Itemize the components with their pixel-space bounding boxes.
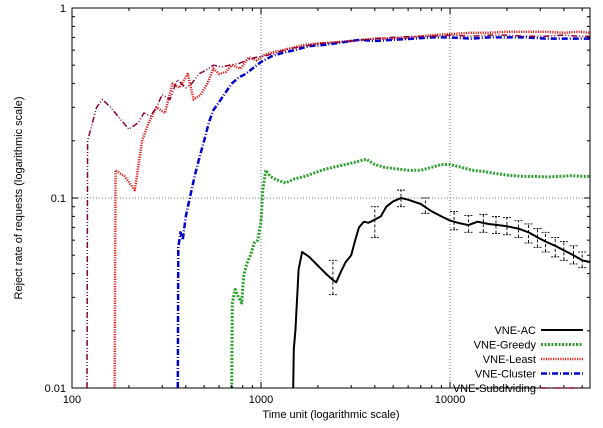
series-line-vne-subdividing: [86, 34, 590, 389]
x-axis-label: Time unit (logarithmic scale): [262, 409, 399, 421]
y-axis-label: Reject rate of requests (logarithmic sca…: [13, 97, 25, 300]
x-tick-label: 10000: [435, 394, 466, 406]
y-tick-label: 0.01: [45, 383, 66, 395]
legend-label-vne-least: VNE-Least: [483, 354, 536, 366]
legend-label-vne-cluster: VNE-Cluster: [475, 369, 536, 381]
axis-ticks: 100 1000 10000 0.01 0.1 1: [45, 3, 590, 406]
legend-label-vne-subdividing: VNE-Subdividing: [453, 383, 536, 395]
error-bars: [328, 189, 587, 296]
series-line-vne-greedy: [230, 157, 590, 389]
legend-label-vne-ac: VNE-AC: [494, 325, 536, 337]
series-line-vne-least: [113, 30, 591, 389]
legend-label-vne-greedy: VNE-Greedy: [474, 340, 537, 352]
series-line-vne-cluster: [176, 36, 590, 389]
x-tick-label: 1000: [249, 394, 273, 406]
y-tick-label: 1: [60, 3, 66, 15]
grid-lines: [72, 8, 590, 388]
x-tick-label: 100: [63, 394, 81, 406]
legend: VNE-AC VNE-Greedy VNE-Least VNE-Cluster VNE-…: [453, 325, 583, 395]
series-line-vne-ac: [292, 197, 591, 389]
y-tick-label: 0.1: [51, 193, 66, 205]
series-lines: [86, 30, 591, 389]
